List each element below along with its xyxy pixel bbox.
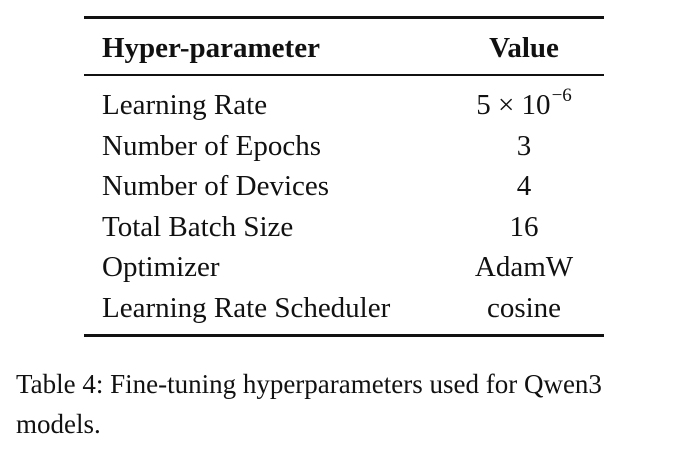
param-name: Number of Devices: [102, 170, 330, 202]
value-mantissa: 5 × 10: [476, 89, 551, 121]
param-name: Learning Rate: [102, 89, 268, 121]
param-name: Optimizer: [102, 251, 220, 283]
table-row: Learning Rate 5 × 10−6: [84, 85, 604, 125]
table-row: Total Batch Size 16: [84, 207, 604, 247]
table-top-rule: [84, 16, 604, 19]
param-name: Learning Rate Scheduler: [102, 292, 391, 324]
param-value: 5 × 10−6: [434, 85, 614, 129]
param-name: Number of Epochs: [102, 130, 322, 162]
param-name: Total Batch Size: [102, 211, 294, 243]
table-bottom-rule: [84, 334, 604, 337]
param-value: cosine: [486, 292, 562, 324]
table-row: Learning Rate Scheduler cosine: [84, 288, 604, 328]
param-value: 4: [516, 170, 532, 202]
table-row: Number of Epochs 3: [84, 126, 604, 166]
table-header-rule: [84, 74, 604, 76]
table-caption: Table 4: Fine-tuning hyperparameters use…: [16, 369, 602, 439]
table-row: Optimizer AdamW: [84, 247, 604, 287]
header-param: Hyper-parameter: [102, 32, 320, 64]
table-row: Number of Devices 4: [84, 166, 604, 206]
table-header-row: Hyper-parameter Value: [84, 28, 604, 68]
param-value: 3: [516, 130, 532, 162]
param-value: 16: [509, 211, 539, 243]
param-value: AdamW: [474, 251, 574, 283]
header-value: Value: [489, 32, 559, 64]
value-exponent: −6: [551, 85, 572, 106]
